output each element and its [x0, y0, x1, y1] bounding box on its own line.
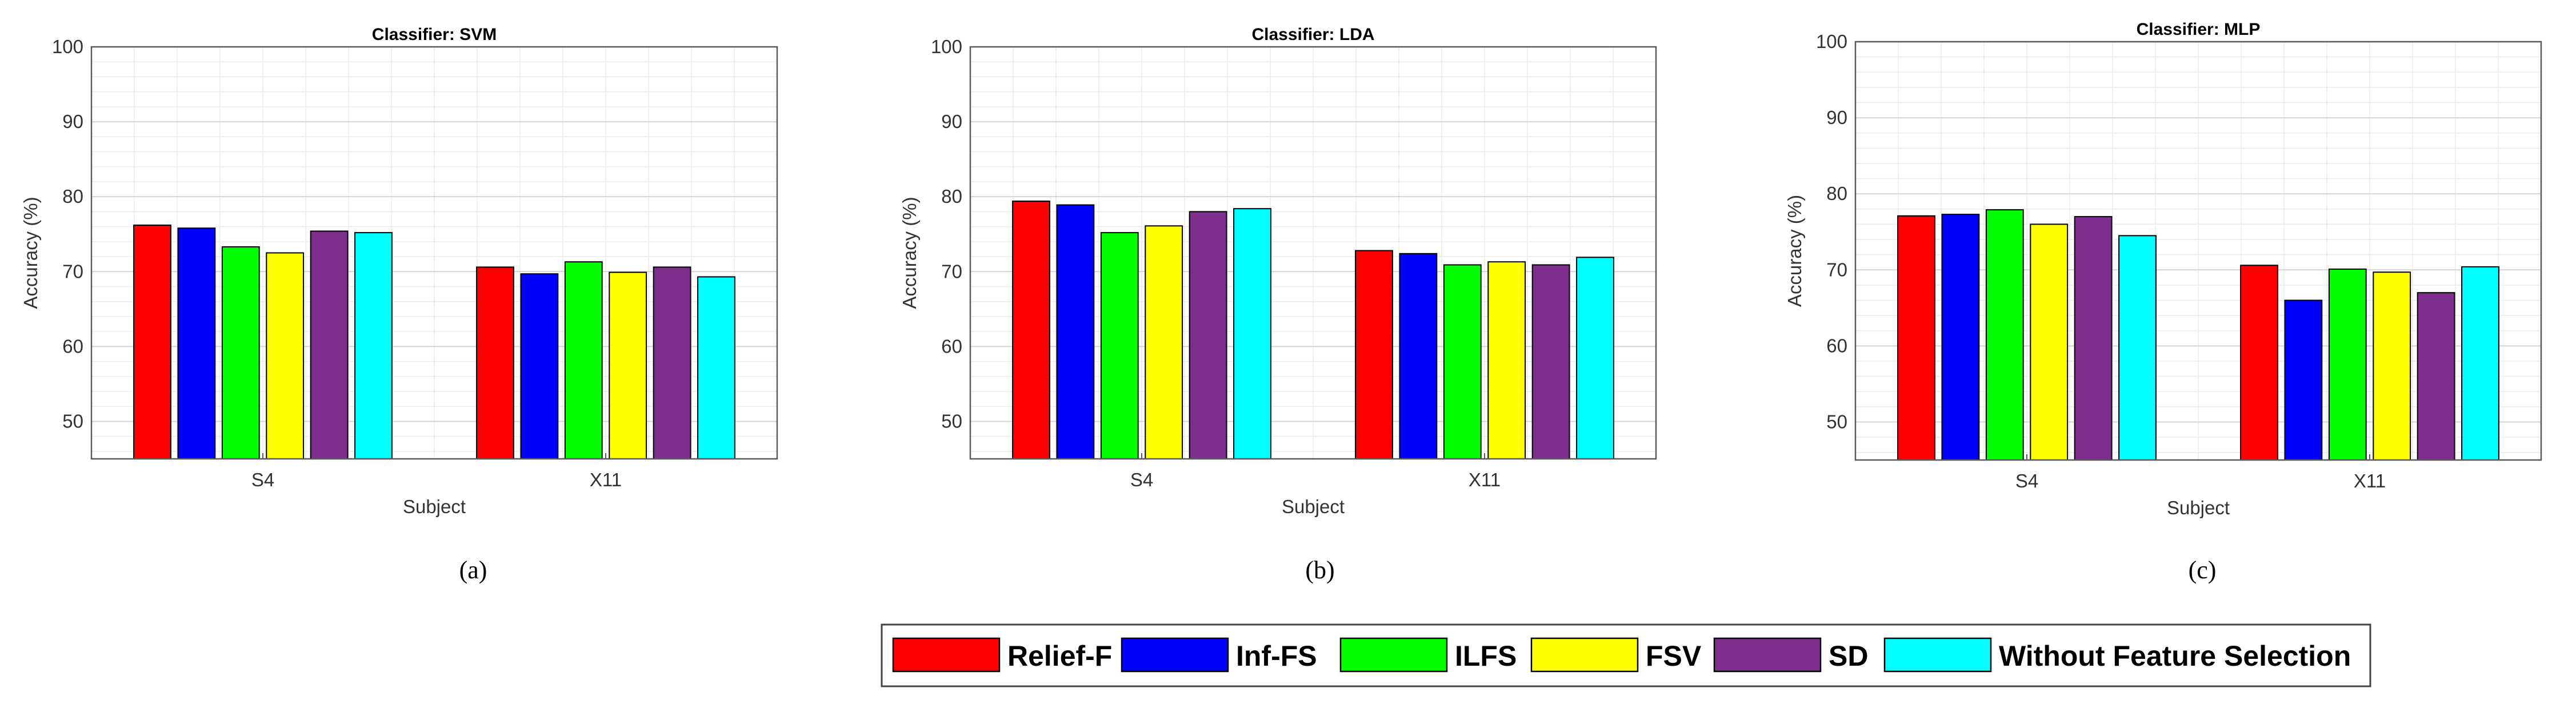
- bar-without-feature-selection-x11: [1576, 257, 1614, 459]
- x-axis-label: Subject: [2167, 497, 2230, 518]
- bar-ilfs-s4: [1100, 232, 1139, 459]
- legend-item-inf-fs: Inf-FS: [1121, 637, 1317, 673]
- chart-title: Classifier: MLP: [2137, 20, 2261, 39]
- y-tick-label: 80: [941, 186, 962, 207]
- y-tick-label: 80: [1826, 183, 1847, 204]
- bar-fsv-x11: [609, 271, 647, 459]
- legend-label: SD: [1829, 640, 1868, 672]
- legend: Relief-F Inf-FS ILFS FSV SD Without Feature S…: [881, 623, 2371, 687]
- y-tick-label: 100: [52, 36, 83, 57]
- y-axis-label: Accuracy (%): [1784, 195, 1805, 307]
- x-tick-label: S4: [251, 469, 274, 490]
- bar-sd-x11: [2417, 292, 2455, 461]
- x-tick-label: S4: [2015, 470, 2038, 491]
- bar-relief-f-x11: [476, 266, 514, 459]
- y-tick-label: 50: [941, 410, 962, 431]
- bar-without-feature-selection-x11: [697, 276, 735, 459]
- panel-caption: (c): [2189, 556, 2217, 584]
- y-tick-label: 70: [941, 261, 962, 282]
- x-tick-label: S4: [1130, 469, 1153, 490]
- y-axis-label: Accuracy (%): [20, 197, 41, 309]
- bar-inf-fs-x11: [520, 273, 559, 459]
- axis-box: [90, 46, 778, 460]
- bar-sd-s4: [310, 230, 349, 459]
- panel-caption: (a): [459, 556, 487, 584]
- bar-without-feature-selection-s4: [1233, 208, 1271, 459]
- bar-relief-f-x11: [1355, 250, 1393, 459]
- axis-box: [969, 46, 1657, 460]
- bar-relief-f-s4: [133, 224, 171, 459]
- x-axis-label: Subject: [403, 496, 466, 517]
- bar-fsv-s4: [266, 252, 305, 459]
- bar-ilfs-x11: [1443, 264, 1482, 459]
- legend-label: ILFS: [1455, 640, 1517, 672]
- legend-swatch: [1713, 637, 1822, 673]
- bar-without-feature-selection-s4: [2118, 235, 2157, 461]
- bar-fsv-s4: [1145, 225, 1183, 459]
- y-tick-label: 50: [1826, 411, 1847, 432]
- bar-ilfs-s4: [221, 246, 260, 459]
- x-tick-label: X11: [1469, 469, 1501, 490]
- legend-item-sd: SD: [1713, 637, 1868, 673]
- bar-relief-f-s4: [1897, 215, 1935, 461]
- x-tick-label: X11: [2354, 470, 2386, 491]
- legend-item-ilfs: ILFS: [1339, 637, 1517, 673]
- y-tick-label: 90: [1826, 107, 1847, 128]
- bar-sd-s4: [2074, 216, 2113, 461]
- bar-ilfs-x11: [564, 261, 603, 459]
- chart-title: Classifier: SVM: [372, 25, 497, 44]
- bar-without-feature-selection-s4: [354, 232, 393, 459]
- x-tick-label: X11: [590, 469, 622, 490]
- bar-inf-fs-s4: [177, 227, 216, 459]
- y-tick-label: 60: [1826, 335, 1847, 356]
- y-tick-label: 70: [1826, 259, 1847, 280]
- axis-box: [1854, 41, 2542, 461]
- y-tick-label: 100: [931, 36, 962, 57]
- bar-sd-x11: [1531, 264, 1570, 459]
- y-tick-label: 90: [941, 111, 962, 132]
- bar-fsv-s4: [2030, 223, 2069, 461]
- bar-inf-fs-s4: [1941, 214, 1980, 461]
- legend-swatch: [892, 637, 1001, 673]
- bar-ilfs-s4: [1985, 209, 2024, 461]
- legend-swatch: [1121, 637, 1229, 673]
- y-tick-label: 70: [62, 261, 83, 282]
- bar-fsv-x11: [2373, 271, 2411, 461]
- legend-label: Inf-FS: [1236, 640, 1317, 672]
- y-axis-label: Accuracy (%): [899, 197, 920, 309]
- chart-panel-classifier-lda: 50 60 70 80 90 100 S4 X11 Classifier: LDA Subject…: [899, 25, 1657, 584]
- x-axis-label: Subject: [1282, 496, 1345, 517]
- bar-ilfs-x11: [2328, 268, 2367, 461]
- y-tick-label: 50: [62, 410, 83, 431]
- chart-panel-classifier-svm: 50 60 70 80 90 100 S4 X11 Classifier: SVM Subject…: [20, 25, 778, 584]
- chart-title: Classifier: LDA: [1251, 25, 1374, 44]
- bar-relief-f-x11: [2240, 265, 2278, 461]
- bar-sd-x11: [653, 266, 691, 459]
- bar-inf-fs-x11: [2284, 299, 2323, 461]
- legend-item-relief-f: Relief-F: [892, 637, 1112, 673]
- y-tick-label: 60: [941, 335, 962, 357]
- legend-label: Without Feature Selection: [1999, 640, 2351, 672]
- legend-swatch: [1530, 637, 1639, 673]
- legend-label: Relief-F: [1007, 640, 1112, 672]
- legend-item-without-feature-selection: Without Feature Selection: [1883, 637, 2351, 673]
- bar-relief-f-s4: [1012, 201, 1050, 459]
- chart-panel-classifier-mlp: 50 60 70 80 90 100 S4 X11 Classifier: MLP Subject…: [1784, 20, 2542, 584]
- bar-fsv-x11: [1487, 261, 1526, 459]
- bar-sd-s4: [1189, 211, 1227, 459]
- bar-inf-fs-x11: [1399, 253, 1438, 459]
- legend-swatch: [1883, 637, 1992, 673]
- legend-item-fsv: FSV: [1530, 637, 1702, 673]
- legend-label: FSV: [1646, 640, 1702, 672]
- panel-caption: (b): [1305, 556, 1334, 584]
- y-tick-label: 90: [62, 111, 83, 132]
- y-tick-label: 100: [1816, 31, 1847, 52]
- legend-swatch: [1339, 637, 1448, 673]
- y-tick-label: 80: [62, 186, 83, 207]
- bar-without-feature-selection-x11: [2461, 266, 2499, 461]
- y-tick-label: 60: [62, 335, 83, 357]
- bar-inf-fs-s4: [1056, 204, 1095, 459]
